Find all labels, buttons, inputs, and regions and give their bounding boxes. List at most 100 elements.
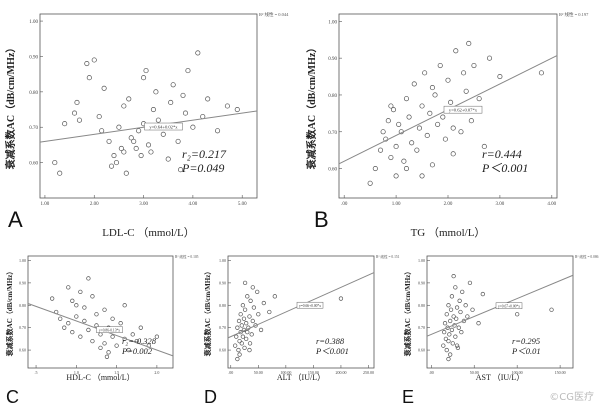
fit-equation-label: y=0.64+0.02*x <box>149 125 178 130</box>
fit-label-box <box>296 301 324 309</box>
y-tick-label: 0.80 <box>19 303 26 308</box>
data-point <box>153 89 159 95</box>
data-point <box>401 158 407 164</box>
data-point <box>58 316 63 321</box>
data-point <box>82 305 87 310</box>
data-point <box>459 330 464 335</box>
data-point <box>131 138 137 144</box>
panel-letter: D <box>204 387 217 406</box>
fit-equation-label: y=0.62+0.07*x <box>449 108 478 113</box>
x-tick-label: 200.00 <box>335 370 346 375</box>
data-point <box>235 325 240 330</box>
y-tick-label: 0.60 <box>418 348 425 353</box>
data-point <box>393 173 399 179</box>
panel-a: 1.00 0.90 0.80 0.70 0.60 1.00 2.00 3.00 4.00 5.00… <box>4 11 289 239</box>
data-point <box>437 62 443 69</box>
x-tick-label: 1.00 <box>392 202 401 207</box>
data-point <box>396 121 402 127</box>
data-point <box>245 294 250 299</box>
data-point <box>253 323 258 328</box>
data-point <box>256 312 261 317</box>
data-point <box>242 307 248 312</box>
x-axis-label: HDL-C （mmol/L） <box>66 373 134 382</box>
data-point <box>481 143 487 150</box>
data-point <box>458 309 463 315</box>
y-tick-label: 0.80 <box>418 303 425 308</box>
data-point <box>515 312 520 317</box>
data-point <box>403 166 410 172</box>
y-tick-label: 0.90 <box>418 280 425 285</box>
data-point <box>255 289 260 294</box>
x-tick-label: 250.00 <box>363 370 374 375</box>
y-tick-label: 0.70 <box>328 131 337 136</box>
data-point <box>450 125 456 131</box>
data-point <box>138 325 143 330</box>
data-point <box>486 55 493 61</box>
data-point <box>175 138 181 144</box>
data-point <box>549 307 554 312</box>
data-point <box>538 70 544 76</box>
data-point <box>497 74 503 80</box>
fit-equation-label: y=0.86-0.13*x <box>99 328 120 332</box>
data-point <box>385 118 391 124</box>
x-tick-label: .00 <box>228 370 233 375</box>
x-tick-label: 5.00 <box>238 202 247 207</box>
data-point <box>455 345 461 350</box>
fit-equation-label: y=0.66+0.00*x <box>299 304 321 308</box>
data-point <box>150 106 156 113</box>
data-point <box>70 330 75 335</box>
data-point <box>250 285 255 290</box>
data-point <box>74 303 79 308</box>
panel-b: 1.00 0.90 0.80 0.70 0.60 .00 1.00 2.00 3.00 4.00 y… <box>305 11 589 239</box>
data-point <box>419 103 425 109</box>
data-point <box>74 314 79 319</box>
fit-label-box <box>96 326 123 333</box>
x-tick-label: 2.0 <box>154 370 159 375</box>
data-point <box>451 314 456 319</box>
data-point <box>448 352 453 357</box>
y-tick-label: 0.60 <box>328 168 337 173</box>
data-point <box>460 289 465 294</box>
data-point <box>148 149 154 155</box>
panel-letter: E <box>402 387 414 406</box>
fit-label-box <box>443 105 483 114</box>
data-point <box>242 280 248 286</box>
data-point <box>367 180 373 186</box>
y-tick-label: 0.70 <box>19 325 26 330</box>
fit-label-box <box>495 302 523 309</box>
data-point <box>78 334 83 339</box>
data-point <box>143 68 149 74</box>
data-point <box>463 88 469 94</box>
panel-letter: A <box>8 207 23 232</box>
y-tick-label: 1.00 <box>19 258 26 263</box>
data-point <box>461 70 467 76</box>
data-point <box>240 334 246 339</box>
data-point <box>454 305 460 310</box>
data-point <box>422 70 428 76</box>
r-squared-legend: R² 线性 = 0.086 <box>575 254 599 259</box>
stat-text: r=0.388 <box>316 336 345 346</box>
r-squared-legend: R² 线性 = 0.105 <box>175 254 199 259</box>
data-point <box>441 343 446 348</box>
data-point <box>267 309 272 315</box>
data-point <box>185 68 191 74</box>
data-point <box>442 330 447 335</box>
data-point <box>106 350 111 355</box>
y-tick-label: 0.90 <box>219 280 226 285</box>
data-point <box>239 323 244 328</box>
data-point <box>406 114 412 120</box>
data-point <box>388 103 394 109</box>
data-point <box>429 85 435 91</box>
data-point <box>160 131 166 137</box>
data-point <box>102 341 107 346</box>
y-axis-label: 衰减系数AC（dB/cm/MHz） <box>203 268 212 358</box>
data-point <box>427 110 433 116</box>
data-point <box>453 48 459 54</box>
data-point <box>190 124 196 130</box>
data-point <box>457 298 462 303</box>
data-point <box>70 298 75 303</box>
x-tick-label: 150.00 <box>555 370 566 375</box>
data-point <box>380 129 386 135</box>
data-point <box>66 321 71 326</box>
